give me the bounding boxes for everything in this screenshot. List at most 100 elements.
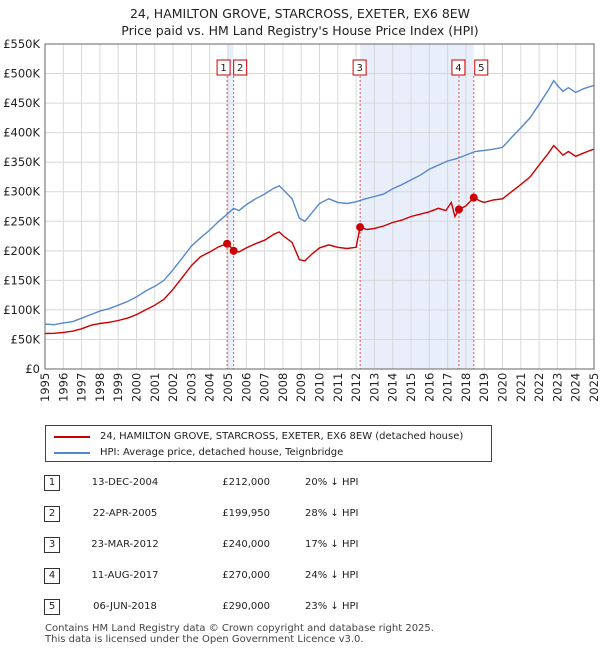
y-tick-label: £300K bbox=[3, 185, 40, 199]
sale-row: 3 23-MAR-2012 £240,000 17% ↓ HPI bbox=[0, 537, 600, 557]
sale-date: 22-APR-2005 bbox=[92, 508, 158, 519]
x-tick-label: 2014 bbox=[386, 373, 400, 402]
sale-point bbox=[229, 246, 238, 255]
y-tick-label: £200K bbox=[3, 244, 40, 258]
x-tick-label: 2011 bbox=[331, 373, 345, 402]
marker-label-box bbox=[233, 59, 248, 76]
price-chart: 1 2 3 4 5 £0 £50K £100K £150K £200K £250K £300K £350… bbox=[3, 37, 600, 402]
sale-hpi: 20% ↓ HPI bbox=[305, 477, 359, 488]
x-tick-label: 2006 bbox=[239, 373, 253, 402]
sale-date: 13-DEC-2004 bbox=[91, 477, 159, 488]
x-tick-label: 2000 bbox=[130, 373, 144, 402]
sale-date: 23-MAR-2012 bbox=[91, 539, 159, 550]
sale-row: 1 13-DEC-2004 £212,000 20% ↓ HPI bbox=[0, 475, 600, 495]
sale-price: £199,950 bbox=[222, 508, 270, 519]
chart-subtitle: Price paid vs. HM Land Registry's House … bbox=[121, 23, 479, 38]
sale-hpi: 17% ↓ HPI bbox=[305, 539, 359, 550]
marker-label: 2 bbox=[237, 63, 243, 74]
x-tick-label: 2021 bbox=[514, 373, 528, 402]
series-line-hpi bbox=[44, 79, 595, 326]
x-tick-label: 2024 bbox=[569, 373, 583, 402]
x-tick-label: 2007 bbox=[258, 373, 272, 402]
marker-label: 3 bbox=[356, 63, 362, 74]
x-tick-label: 2004 bbox=[203, 373, 217, 402]
legend: 24, HAMILTON GROVE, STARCROSS, EXETER, E… bbox=[45, 425, 492, 462]
x-tick-label: 2018 bbox=[459, 373, 473, 402]
sale-badge: 2 bbox=[44, 506, 60, 522]
sale-price: £212,000 bbox=[222, 477, 270, 488]
sale-date: 06-JUN-2018 bbox=[93, 601, 157, 612]
sale-hpi: 24% ↓ HPI bbox=[305, 570, 359, 581]
x-tick-label: 2017 bbox=[441, 373, 455, 402]
legend-swatch-hpi bbox=[54, 451, 90, 454]
x-tick-label: 2005 bbox=[221, 373, 235, 402]
legend-label-property: 24, HAMILTON GROVE, STARCROSS, EXETER, E… bbox=[100, 431, 464, 442]
x-tick-label: 2012 bbox=[349, 373, 363, 402]
shaded-region bbox=[360, 44, 474, 369]
sale-point bbox=[454, 205, 463, 214]
x-tick-label: 2020 bbox=[496, 373, 510, 402]
x-tick-label: 2009 bbox=[294, 373, 308, 402]
legend-label-hpi: HPI: Average price, detached house, Teig… bbox=[100, 447, 344, 458]
y-tick-label: £250K bbox=[3, 214, 40, 228]
sale-point bbox=[469, 193, 478, 202]
x-tick-label: 2023 bbox=[550, 373, 564, 402]
sale-price: £240,000 bbox=[222, 539, 270, 550]
y-tick-label: £150K bbox=[3, 273, 40, 287]
sale-badge: 5 bbox=[44, 599, 60, 615]
marker-label: 1 bbox=[220, 63, 226, 74]
marker-label-box bbox=[216, 59, 231, 76]
marker-label-box bbox=[474, 59, 489, 76]
footer: Contains HM Land Registry data © Crown c… bbox=[45, 623, 434, 645]
sale-hpi: 23% ↓ HPI bbox=[305, 601, 359, 612]
x-tick-label: 2025 bbox=[587, 373, 600, 402]
plot-border bbox=[44, 43, 595, 370]
marker-label: 4 bbox=[455, 63, 461, 74]
x-tick-label: 2003 bbox=[184, 373, 198, 402]
y-tick-label: £550K bbox=[3, 37, 40, 51]
shaded-region bbox=[227, 44, 234, 369]
x-tick-label: 1997 bbox=[75, 373, 89, 402]
sale-price: £270,000 bbox=[222, 570, 270, 581]
sale-hpi: 28% ↓ HPI bbox=[305, 508, 359, 519]
x-tick-label: 2015 bbox=[404, 373, 418, 402]
x-tick-label: 1999 bbox=[111, 373, 125, 402]
x-tick-label: 2022 bbox=[532, 373, 546, 402]
y-tick-label: £450K bbox=[3, 96, 40, 110]
marker-label-box bbox=[352, 59, 367, 76]
series-line-property bbox=[44, 144, 595, 335]
sale-price: £290,000 bbox=[222, 601, 270, 612]
x-tick-label: 2002 bbox=[166, 373, 180, 402]
y-tick-label: £400K bbox=[3, 126, 40, 140]
legend-item-hpi: HPI: Average price, detached house, Teig… bbox=[54, 447, 343, 458]
footer-copyright: Contains HM Land Registry data © Crown c… bbox=[45, 623, 434, 634]
x-tick-label: 2008 bbox=[276, 373, 290, 402]
footer-licence: This data is licensed under the Open Gov… bbox=[45, 634, 364, 645]
sale-date: 11-AUG-2017 bbox=[91, 570, 159, 581]
sale-point bbox=[223, 239, 232, 248]
legend-swatch-property bbox=[54, 435, 90, 438]
x-tick-label: 2010 bbox=[313, 373, 327, 402]
x-tick-label: 1998 bbox=[93, 373, 107, 402]
sale-badge: 3 bbox=[44, 537, 60, 553]
y-tick-label: £100K bbox=[3, 303, 40, 317]
sale-badge: 4 bbox=[44, 568, 60, 584]
x-tick-label: 2013 bbox=[367, 373, 381, 402]
marker-label-box bbox=[451, 59, 466, 76]
x-tick-label: 2016 bbox=[422, 373, 436, 402]
x-tick-label: 1995 bbox=[38, 373, 52, 402]
y-tick-label: £500K bbox=[3, 67, 40, 81]
x-tick-label: 2019 bbox=[477, 373, 491, 402]
y-tick-label: £350K bbox=[3, 155, 40, 169]
marker-label: 5 bbox=[478, 63, 484, 74]
x-tick-label: 2001 bbox=[148, 373, 162, 402]
sale-row: 4 11-AUG-2017 £270,000 24% ↓ HPI bbox=[0, 568, 600, 588]
x-tick-label: 1996 bbox=[56, 373, 70, 402]
sale-point bbox=[356, 223, 365, 232]
sale-row: 2 22-APR-2005 £199,950 28% ↓ HPI bbox=[0, 506, 600, 526]
chart-title: 24, HAMILTON GROVE, STARCROSS, EXETER, E… bbox=[129, 6, 471, 21]
y-tick-label: £50K bbox=[11, 332, 41, 346]
y-tick-label: £0 bbox=[25, 362, 40, 376]
sale-row: 5 06-JUN-2018 £290,000 23% ↓ HPI bbox=[0, 599, 600, 619]
legend-item-property: 24, HAMILTON GROVE, STARCROSS, EXETER, E… bbox=[54, 431, 463, 442]
